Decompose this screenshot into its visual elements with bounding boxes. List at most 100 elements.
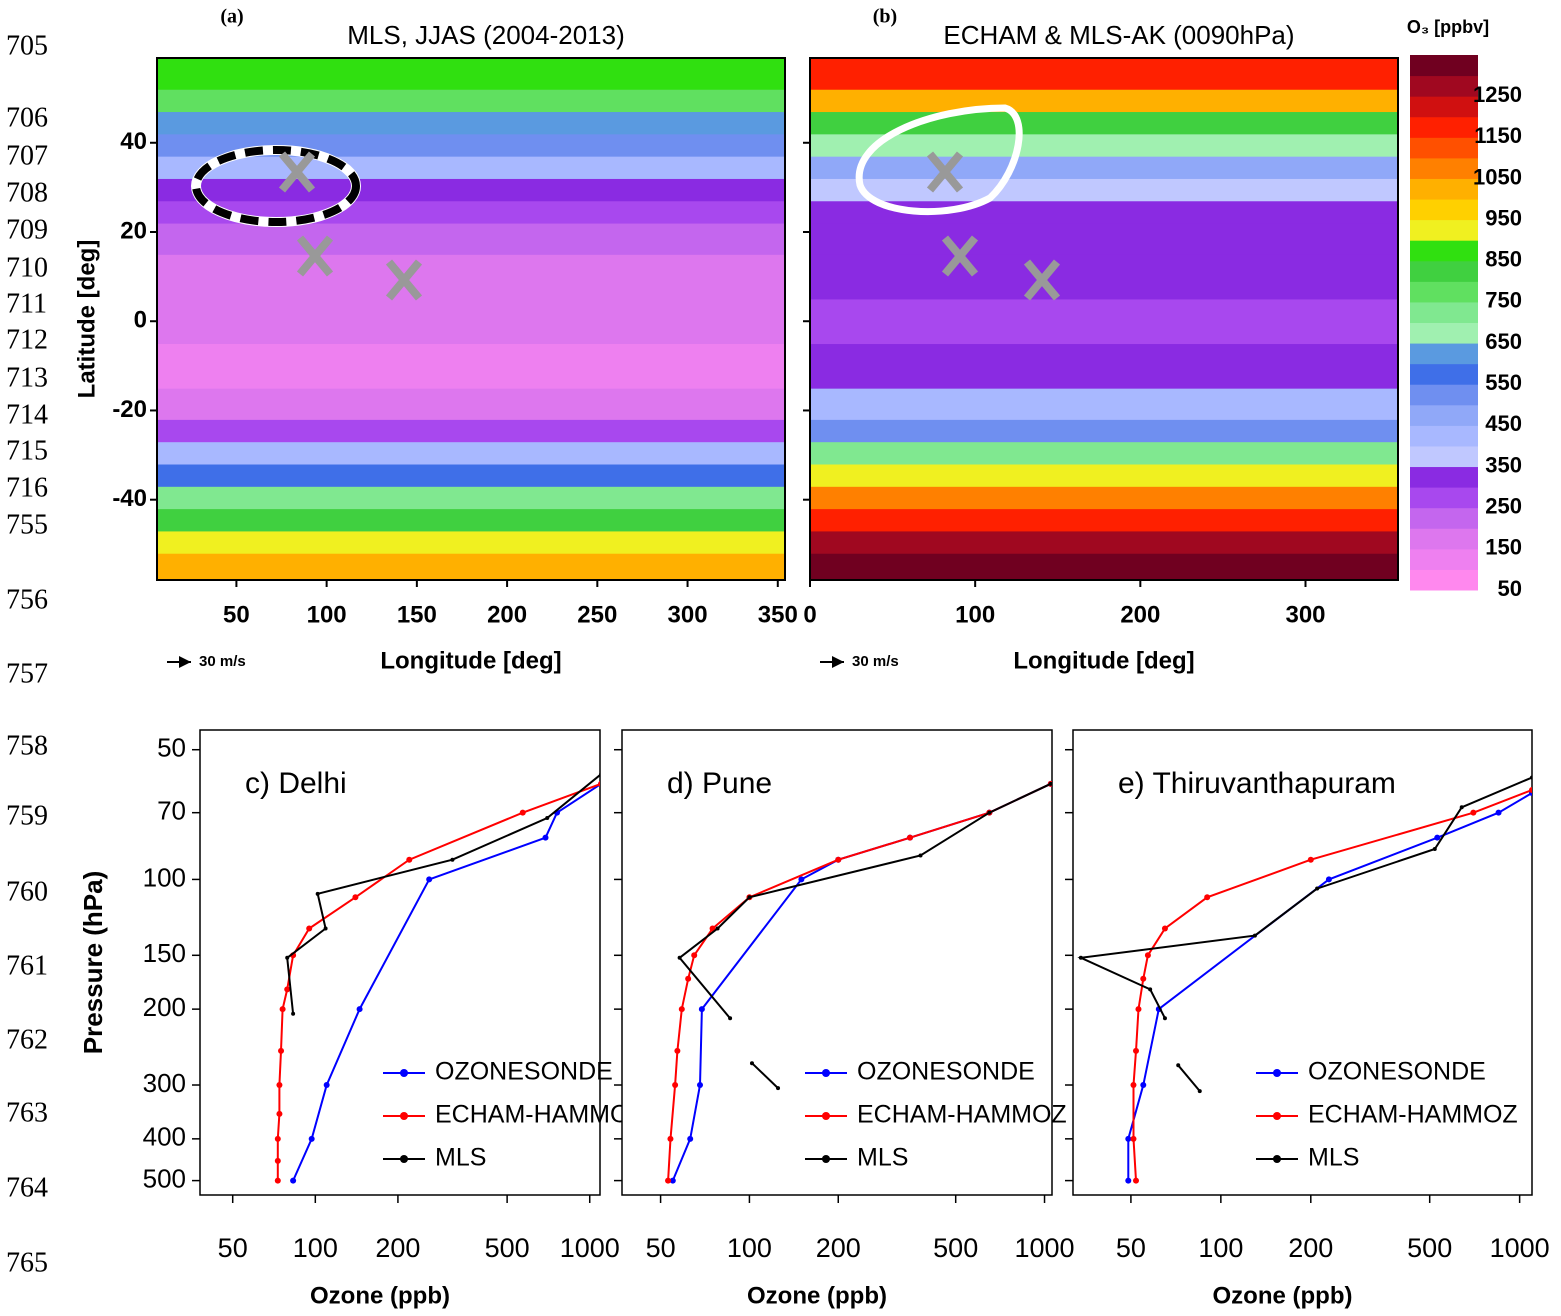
panel-label: (a)	[220, 6, 243, 28]
profile-point	[1078, 955, 1083, 960]
x-tick-label: 350	[758, 601, 798, 628]
profile-point	[906, 834, 913, 841]
profile-point	[450, 857, 455, 862]
profile-line	[276, 783, 600, 1181]
y-tick-label: 500	[143, 1163, 186, 1193]
chart-title: MLS, JJAS (2004-2013)	[347, 20, 624, 50]
ozone-band	[157, 343, 785, 389]
profile-point	[278, 1047, 285, 1054]
profile-point	[276, 1082, 283, 1089]
legend-label: ECHAM-HAMMOZ	[857, 1101, 1067, 1129]
profile-point	[306, 925, 313, 932]
profile-point	[1197, 1089, 1202, 1094]
legend-point	[1273, 1069, 1281, 1077]
colorbar-swatch	[1410, 343, 1478, 365]
profile-point	[691, 952, 698, 959]
profile-point	[1048, 781, 1052, 786]
profile-point	[667, 1135, 674, 1142]
chart-title: e) Thiruvanthapuram	[1118, 767, 1396, 800]
profile-point	[542, 834, 549, 841]
line-number: 705	[6, 30, 48, 61]
legend-label: MLS	[857, 1144, 908, 1172]
chart-title: d) Pune	[667, 767, 772, 800]
x-tick-label: 500	[933, 1233, 978, 1263]
line-number: 764	[6, 1172, 48, 1203]
ozone-band	[157, 486, 785, 510]
x-tick-label: 300	[668, 601, 708, 628]
chart-title: ECHAM & MLS-AK (0090hPa)	[943, 20, 1294, 50]
profile-point	[323, 926, 328, 931]
line-number: 706	[6, 102, 48, 133]
ozone-band	[157, 419, 785, 443]
ozone-band	[810, 530, 1398, 554]
profile-point	[677, 955, 682, 960]
y-tick-label: 300	[143, 1068, 186, 1098]
colorbar-swatch	[1410, 137, 1478, 159]
y-tick-label: 200	[143, 992, 186, 1022]
profile-point	[274, 1177, 281, 1184]
profile-point	[696, 1082, 703, 1089]
y-tick-label: 40	[120, 128, 147, 155]
x-tick-label: 100	[307, 601, 347, 628]
ozone-band	[157, 441, 785, 465]
ozone-band	[810, 223, 1398, 255]
x-tick-label: 100	[293, 1233, 338, 1263]
ozone-band	[157, 298, 785, 345]
colorbar-swatch	[1410, 281, 1478, 303]
profile-point	[1307, 856, 1314, 863]
profile-point	[1130, 1082, 1137, 1089]
profile-point	[290, 1177, 297, 1184]
x-tick-label: 50	[1116, 1233, 1146, 1263]
y-tick-label: 400	[143, 1122, 186, 1152]
x-tick-label: 50	[223, 601, 250, 628]
y-axis-label: Latitude [deg]	[73, 240, 100, 399]
ozone-band	[810, 464, 1398, 487]
vector-scale-label: 30 m/s	[852, 653, 899, 670]
plot-area	[665, 780, 1052, 1184]
profile-point	[599, 772, 600, 776]
chart-title: c) Delhi	[245, 767, 347, 800]
profile-point	[835, 856, 842, 863]
line-number: 708	[6, 177, 48, 208]
profile-point	[1140, 1082, 1147, 1089]
profile-point	[698, 1006, 705, 1013]
profile-point	[426, 876, 433, 883]
profile-point	[1459, 805, 1464, 810]
plot-area	[1077, 775, 1532, 1184]
ozone-band	[157, 58, 785, 90]
ozone-band	[157, 254, 785, 300]
panel-label: (b)	[873, 6, 897, 28]
colorbar-swatch	[1410, 548, 1478, 570]
colorbar-label: O₃ [ppbv]	[1407, 17, 1489, 37]
colorbar-swatch	[1410, 425, 1478, 447]
line-number: 756	[6, 584, 48, 615]
line-number: 765	[6, 1247, 48, 1278]
profile-point	[1495, 809, 1502, 816]
colorbar-swatch	[1410, 445, 1478, 468]
legend-label: MLS	[1308, 1144, 1359, 1172]
colorbar-tick-label: 50	[1498, 576, 1522, 601]
profile-point	[1325, 876, 1332, 883]
colorbar-tick-label: 450	[1485, 411, 1522, 436]
y-tick-label: 150	[143, 938, 186, 968]
y-tick-label: 100	[143, 862, 186, 892]
profile-point	[1148, 987, 1153, 992]
colorbar-tick-label: 850	[1485, 247, 1522, 272]
profile-point	[356, 1006, 363, 1013]
x-tick-label: 200	[375, 1233, 420, 1263]
profile-point	[669, 1177, 676, 1184]
colorbar-swatch	[1410, 301, 1478, 323]
x-tick-label: 500	[1407, 1233, 1452, 1263]
profile-line	[1132, 789, 1532, 1181]
line-number: 715	[6, 435, 48, 466]
profile-point	[291, 1011, 296, 1016]
legend-point	[1273, 1112, 1281, 1120]
profile-point	[308, 1135, 315, 1142]
x-tick-label: 100	[955, 601, 995, 628]
ozone-band	[157, 388, 785, 420]
legend-label: ECHAM-HAMMOZ	[1308, 1101, 1518, 1129]
x-tick-label: 500	[485, 1233, 530, 1263]
profile-point	[1125, 1135, 1132, 1142]
plot-frame	[1072, 729, 1533, 1196]
profile-point	[749, 1061, 754, 1066]
